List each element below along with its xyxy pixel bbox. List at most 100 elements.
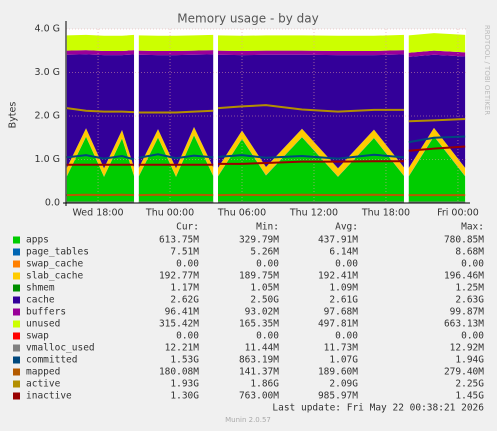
legend-stat: 11.44M xyxy=(245,343,280,354)
line xyxy=(66,104,466,123)
legend-label: buffers xyxy=(26,307,66,318)
legend-stat: 1.53G xyxy=(170,355,199,366)
x-tick-label: Thu 12:00 xyxy=(289,208,338,219)
legend-swatch xyxy=(13,308,20,316)
legend-label: swap xyxy=(26,331,49,342)
legend-swatch xyxy=(13,260,20,268)
legend-stat: 2.50G xyxy=(250,295,279,306)
legend-stat: 192.77M xyxy=(159,271,199,282)
legend-swatch xyxy=(13,392,20,400)
x-tick-label: Thu 00:00 xyxy=(145,208,194,219)
legend-label: committed xyxy=(26,355,77,366)
legend-label: vmalloc_used xyxy=(26,343,95,354)
legend-label: unused xyxy=(26,319,60,330)
x-tick-label: Thu 18:00 xyxy=(361,208,410,219)
y-axis-label: Bytes xyxy=(8,102,19,129)
x-tick-label: Wed 18:00 xyxy=(72,208,123,219)
legend-stat: 763.00M xyxy=(239,391,279,402)
legend-stat: 2.63G xyxy=(455,295,484,306)
y-tick-label: 1.0 G xyxy=(35,154,61,165)
legend-header: Avg: xyxy=(335,222,358,233)
area xyxy=(66,33,466,53)
legend-stat: 780.85M xyxy=(444,235,484,246)
legend-stat: 1.30G xyxy=(170,391,199,402)
x-tick-label: Thu 06:00 xyxy=(217,208,266,219)
legend-swatch xyxy=(13,272,20,280)
legend-stat: 99.87M xyxy=(450,307,485,318)
legend-stat: 1.25M xyxy=(455,283,484,294)
y-tick-label: 4.0 G xyxy=(35,24,61,35)
legend-header: Min: xyxy=(256,222,279,233)
legend-swatch xyxy=(13,296,20,304)
legend-stat: 189.60M xyxy=(318,367,358,378)
legend-stat: 0.00 xyxy=(256,259,279,270)
legend-stat: 2.25G xyxy=(455,379,484,390)
legend-swatch xyxy=(13,332,20,340)
legend-label: slab_cache xyxy=(26,271,83,282)
legend-stat: 663.13M xyxy=(444,319,484,330)
legend-stat: 2.09G xyxy=(329,379,358,390)
legend-stat: 189.75M xyxy=(239,271,279,282)
legend-label: cache xyxy=(26,295,55,306)
legend-stat: 0.00 xyxy=(335,331,358,342)
legend-stat: 180.08M xyxy=(159,367,199,378)
legend-stat: 985.97M xyxy=(318,391,358,402)
y-tick-label: 2.0 G xyxy=(35,111,61,122)
legend-label: inactive xyxy=(26,391,72,402)
area xyxy=(66,127,466,177)
legend-stat: 1.17M xyxy=(170,283,199,294)
legend-stat: 0.00 xyxy=(335,259,358,270)
legend-label: active xyxy=(26,379,61,390)
legend-stat: 6.14M xyxy=(329,247,358,258)
chart-title: Memory usage - by day xyxy=(177,12,318,26)
x-tick-label: Fri 00:00 xyxy=(437,208,479,219)
legend-stat: 279.40M xyxy=(444,367,484,378)
legend-stat: 165.35M xyxy=(239,319,279,330)
legend-stat: 1.09M xyxy=(329,283,358,294)
legend-stat: 329.79M xyxy=(239,235,279,246)
legend-stat: 192.41M xyxy=(318,271,358,282)
legend-label: shmem xyxy=(26,283,55,294)
legend-stat: 8.68M xyxy=(455,247,484,258)
legend-stat: 1.93G xyxy=(170,379,199,390)
version: Munin 2.0.57 xyxy=(225,416,271,424)
footer: Last update: Fri May 22 00:38:21 2026 xyxy=(272,403,484,414)
legend-stat: 96.41M xyxy=(165,307,200,318)
legend-label: page_tables xyxy=(26,247,89,258)
legend-stat: 12.92M xyxy=(450,343,485,354)
legend-stat: 1.05M xyxy=(250,283,279,294)
legend-stat: 863.19M xyxy=(239,355,279,366)
legend-stat: 1.07G xyxy=(329,355,358,366)
legend-stat: 0.00 xyxy=(176,259,199,270)
legend-stat: 613.75M xyxy=(159,235,199,246)
area xyxy=(66,54,466,169)
legend-swatch xyxy=(13,284,20,292)
legend-stat: 1.94G xyxy=(455,355,484,366)
legend-stat: 0.00 xyxy=(176,331,199,342)
line xyxy=(66,135,466,161)
legend-header: Cur: xyxy=(176,222,199,233)
legend-stat: 315.42M xyxy=(159,319,199,330)
legend-stat: 437.91M xyxy=(318,235,358,246)
legend-stat: 0.00 xyxy=(256,331,279,342)
legend-stat: 196.46M xyxy=(444,271,484,282)
legend-stat: 7.51M xyxy=(170,247,199,258)
legend-label: mapped xyxy=(26,367,60,378)
legend-stat: 0.00 xyxy=(461,259,484,270)
legend-stat: 5.26M xyxy=(250,247,279,258)
legend-swatch xyxy=(13,368,20,376)
legend-swatch xyxy=(13,236,20,244)
legend-swatch xyxy=(13,356,20,364)
line xyxy=(66,145,466,166)
legend-stat: 2.62G xyxy=(170,295,199,306)
legend-stat: 141.37M xyxy=(239,367,279,378)
legend-stat: 12.21M xyxy=(165,343,200,354)
legend-stat: 0.00 xyxy=(461,331,484,342)
legend-swatch xyxy=(13,344,20,352)
legend-label: swap_cache xyxy=(26,259,83,270)
legend-stat: 97.68M xyxy=(324,307,359,318)
legend-swatch xyxy=(13,380,20,388)
legend-swatch xyxy=(13,320,20,328)
y-tick-label: 0.0 xyxy=(45,198,60,209)
